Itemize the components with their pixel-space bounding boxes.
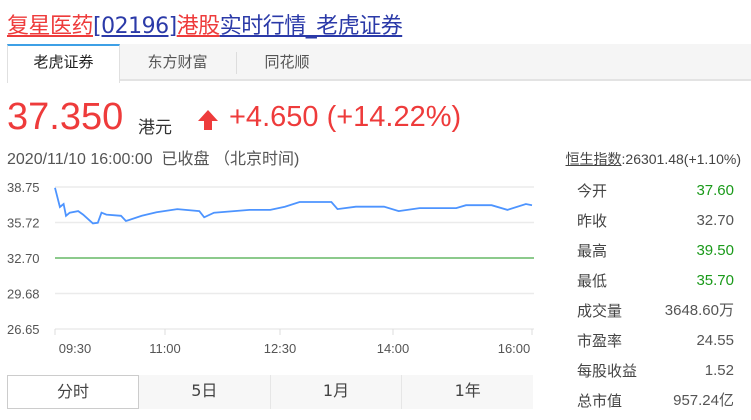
- period-intraday[interactable]: 分时: [7, 375, 139, 409]
- stat-value: 957.24亿: [673, 392, 734, 409]
- datetime: 2020/11/10 16:00:00: [7, 151, 153, 168]
- price-line: [54, 187, 533, 225]
- stat-value: 37.60: [696, 182, 734, 199]
- period-selector: 分时 5日 1月 1年: [7, 375, 533, 409]
- stat-row: 今开 37.60: [577, 178, 734, 208]
- market-status: 已收盘: [161, 151, 210, 168]
- arrow-up-icon: [198, 110, 218, 130]
- stat-value: 3648.60万: [664, 302, 734, 319]
- tab-eastmoney[interactable]: 东方财富: [147, 53, 208, 71]
- stat-value: 39.50: [696, 242, 734, 259]
- stat-label: 最高: [577, 242, 608, 260]
- stat-row: 昨收 32.70: [577, 208, 734, 238]
- stat-label: 最低: [577, 272, 608, 290]
- page-title[interactable]: 复星医药[02196]港股实时行情_老虎证券: [7, 8, 403, 40]
- stat-label: 今开: [577, 182, 608, 200]
- stat-row: 每股收益 1.52: [577, 358, 734, 388]
- hang-seng-index: 恒生指数:26301.48(+1.10%): [566, 149, 741, 169]
- x-tick-label: 14:00: [377, 341, 410, 356]
- x-tick-label: 11:00: [149, 341, 181, 356]
- x-tick-label: 09:30: [59, 341, 92, 356]
- stat-value: 35.70: [696, 272, 734, 289]
- stat-label: 昨收: [577, 212, 608, 230]
- title-suffix-link[interactable]: 实时行情_老虎证券: [219, 14, 403, 39]
- stat-value: 32.70: [696, 212, 734, 229]
- stat-value: 24.55: [696, 332, 734, 349]
- period-1y[interactable]: 1年: [454, 381, 481, 400]
- market-link[interactable]: 港股: [176, 14, 221, 39]
- period-1m[interactable]: 1月: [271, 375, 403, 409]
- stock-name-link[interactable]: 复星医药: [7, 14, 94, 39]
- y-tick-label: 35.72: [7, 216, 40, 231]
- stat-label: 总市值: [577, 392, 623, 410]
- stat-row: 最低 35.70: [577, 268, 734, 298]
- current-price: 37.350: [7, 96, 124, 138]
- x-tick-label: 12:30: [264, 341, 297, 356]
- tab-divider: [236, 52, 237, 74]
- price-change: +4.650 (+14.22%): [229, 101, 462, 133]
- tab-tiger[interactable]: 老虎证券: [7, 44, 120, 83]
- stat-row: 总市值 957.24亿: [577, 388, 734, 418]
- source-tabs: 老虎证券 东方财富 同花顺: [7, 44, 751, 83]
- stat-label: 每股收益: [577, 362, 638, 380]
- stat-row: 成交量 3648.60万: [577, 298, 734, 328]
- y-tick-label: 38.75: [7, 180, 40, 195]
- period-5d[interactable]: 5日: [139, 375, 271, 409]
- quote-time: 2020/11/10 16:00:00 已收盘 （北京时间): [7, 145, 299, 169]
- stat-row: 市盈率 24.55: [577, 328, 734, 358]
- tab-ths[interactable]: 同花顺: [264, 53, 310, 71]
- y-tick-label: 29.68: [7, 287, 40, 302]
- stock-code-link[interactable]: [02196]: [93, 14, 177, 39]
- stat-row: 最高 39.50: [577, 238, 734, 268]
- intraday-chart: 38.75 35.72 32.70 29.68 26.65 09:30 11:00 12:30…: [7, 180, 534, 356]
- index-link[interactable]: 恒生指数: [565, 151, 622, 167]
- stats-panel: 今开 37.60 昨收 32.70 最高 39.50 最低 35.70 成交量 3648.60万市…: [577, 178, 734, 418]
- x-tick-label: 16:00: [498, 341, 531, 356]
- timezone: （北京时间): [213, 151, 300, 168]
- stat-label: 成交量: [577, 302, 623, 320]
- index-value: :26301.48(+1.10%): [621, 151, 741, 167]
- stat-value: 1.52: [704, 362, 734, 379]
- currency-unit: 港元: [138, 118, 172, 138]
- stat-label: 市盈率: [577, 332, 623, 350]
- y-tick-label: 32.70: [7, 251, 40, 266]
- y-tick-label: 26.65: [7, 322, 40, 337]
